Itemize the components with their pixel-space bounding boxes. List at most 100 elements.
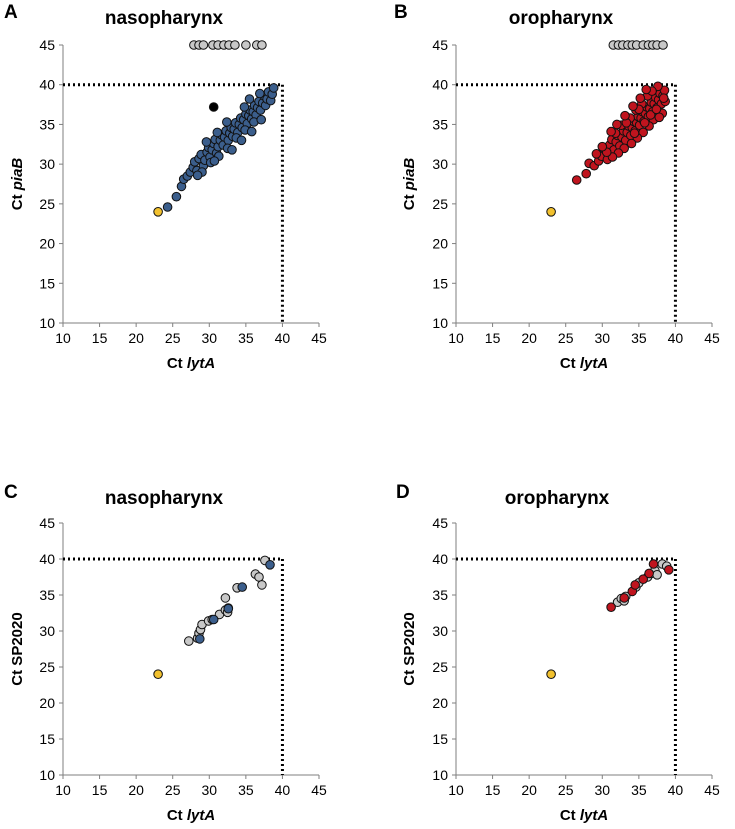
x-tick-label: 40 bbox=[275, 330, 291, 346]
y-tick-label: 35 bbox=[39, 587, 55, 603]
x-tick-label: 35 bbox=[238, 782, 254, 798]
x-tick-label: 20 bbox=[521, 330, 537, 346]
data-point-positive bbox=[612, 119, 622, 130]
data-point-positive bbox=[658, 93, 669, 103]
y-tick-label: 35 bbox=[432, 116, 448, 132]
y-tick-label: 10 bbox=[432, 315, 448, 331]
panel-label: C bbox=[4, 482, 18, 503]
y-tick-label: 40 bbox=[39, 77, 55, 93]
y-tick-label: 30 bbox=[432, 156, 448, 172]
x-tick-label: 40 bbox=[668, 782, 684, 798]
y-tick-label: 25 bbox=[432, 196, 448, 212]
data-point-control bbox=[546, 207, 556, 217]
y-tick-label: 20 bbox=[432, 695, 448, 711]
x-axis-label: Ct lytA bbox=[560, 807, 608, 824]
data-point-blue bbox=[265, 560, 275, 570]
x-tick-label: 40 bbox=[668, 330, 684, 346]
y-tick-label: 10 bbox=[432, 767, 448, 783]
chart-title: oropharynx bbox=[505, 488, 610, 509]
data-point-negative bbox=[658, 40, 668, 50]
y-tick-label: 40 bbox=[39, 551, 55, 567]
data-point-positive bbox=[629, 128, 640, 138]
data-point-gray bbox=[184, 636, 194, 646]
y-tick-label: 40 bbox=[432, 77, 448, 93]
y-tick-label: 15 bbox=[432, 731, 448, 747]
data-point-red bbox=[638, 574, 649, 585]
data-point-blue bbox=[195, 634, 205, 644]
y-tick-label: 20 bbox=[432, 236, 448, 252]
data-point-positive bbox=[645, 110, 656, 120]
y-tick-label: 15 bbox=[39, 275, 55, 291]
y-tick-label: 10 bbox=[39, 315, 55, 331]
data-point-positive bbox=[651, 104, 662, 115]
x-tick-label: 35 bbox=[631, 782, 647, 798]
plot-area: 10 15 20 25 30 35 40 45 10 15 20 25 30 35 40 45 bbox=[39, 37, 327, 346]
y-tick-label: 35 bbox=[39, 116, 55, 132]
data-point-positive bbox=[162, 202, 173, 212]
y-axis-label: Ct SP2020 bbox=[401, 612, 418, 685]
x-tick-label: 25 bbox=[165, 782, 181, 798]
x-tick-label: 40 bbox=[275, 782, 291, 798]
panel-a: A nasopharynx 10 15 20 25 30 35 40 45 10 15 20 25 30… bbox=[4, 2, 327, 372]
data-point-positive bbox=[239, 102, 250, 112]
y-tick-label: 20 bbox=[39, 695, 55, 711]
data-point-red bbox=[630, 580, 641, 590]
x-tick-label: 25 bbox=[558, 782, 574, 798]
data-point-positive bbox=[591, 149, 602, 159]
y-tick-label: 35 bbox=[432, 587, 448, 603]
data-point-red bbox=[664, 565, 674, 575]
y-axis-label: Ct SP2020 bbox=[9, 612, 26, 685]
data-point-red bbox=[648, 559, 659, 569]
y-tick-label: 25 bbox=[432, 659, 448, 675]
y-tick-label: 25 bbox=[39, 196, 55, 212]
y-tick-label: 10 bbox=[39, 767, 55, 783]
x-tick-label: 20 bbox=[521, 782, 537, 798]
chart-title: nasopharynx bbox=[105, 488, 224, 509]
x-tick-label: 45 bbox=[311, 330, 327, 346]
data-point-positive bbox=[192, 170, 203, 181]
data-point-gray bbox=[257, 580, 267, 590]
y-tick-label: 30 bbox=[432, 623, 448, 639]
panel-label: D bbox=[396, 482, 410, 503]
data-point-blue bbox=[208, 614, 219, 625]
x-tick-label: 30 bbox=[201, 330, 217, 346]
data-point-negative bbox=[198, 40, 209, 50]
panel-d: D oropharynx 10 15 20 25 30 35 40 45 10 15 20 25 30 3… bbox=[396, 482, 720, 824]
data-point-positive bbox=[171, 191, 182, 202]
panel-c: C nasopharynx 10 15 20 25 30 35 40 45 10 15 20 25 30… bbox=[4, 482, 327, 824]
x-tick-label: 10 bbox=[55, 782, 71, 798]
data-point-control bbox=[153, 669, 163, 680]
data-point-positive bbox=[222, 117, 232, 127]
data-point-positive bbox=[641, 84, 652, 95]
data-point-gray bbox=[652, 570, 662, 580]
data-point-gray bbox=[254, 572, 264, 582]
data-point-red bbox=[619, 593, 630, 603]
panel-label: B bbox=[394, 2, 408, 23]
x-tick-label: 25 bbox=[558, 330, 574, 346]
data-point-positive bbox=[246, 126, 257, 137]
data-point-positive bbox=[201, 137, 212, 147]
data-point-positive bbox=[268, 83, 279, 93]
data-point-positive bbox=[236, 135, 247, 146]
data-point-positive bbox=[606, 126, 616, 137]
y-axis-label: Ct piaB bbox=[401, 158, 418, 211]
x-tick-label: 15 bbox=[485, 330, 501, 346]
x-tick-label: 15 bbox=[92, 782, 108, 798]
data-point-positive bbox=[209, 156, 220, 166]
x-tick-label: 25 bbox=[165, 330, 181, 346]
x-tick-label: 35 bbox=[238, 330, 254, 346]
data-point-blue bbox=[237, 582, 247, 592]
plot-area: 10 15 20 25 30 35 40 45 10 15 20 25 30 35 40 45 bbox=[39, 515, 327, 798]
data-point-positive bbox=[620, 110, 630, 121]
data-point-positive bbox=[581, 168, 592, 179]
y-tick-label: 30 bbox=[39, 623, 55, 639]
x-tick-label: 35 bbox=[631, 330, 647, 346]
x-tick-label: 20 bbox=[128, 330, 144, 346]
panel-b: B oropharynx 10 15 20 25 30 35 40 45 10 15 20 25 30 3… bbox=[394, 2, 720, 372]
data-point-positive bbox=[654, 112, 665, 123]
y-tick-label: 45 bbox=[432, 515, 448, 531]
data-point-positive bbox=[254, 88, 265, 99]
x-tick-label: 45 bbox=[704, 330, 720, 346]
x-axis-label: Ct lytA bbox=[167, 355, 215, 372]
